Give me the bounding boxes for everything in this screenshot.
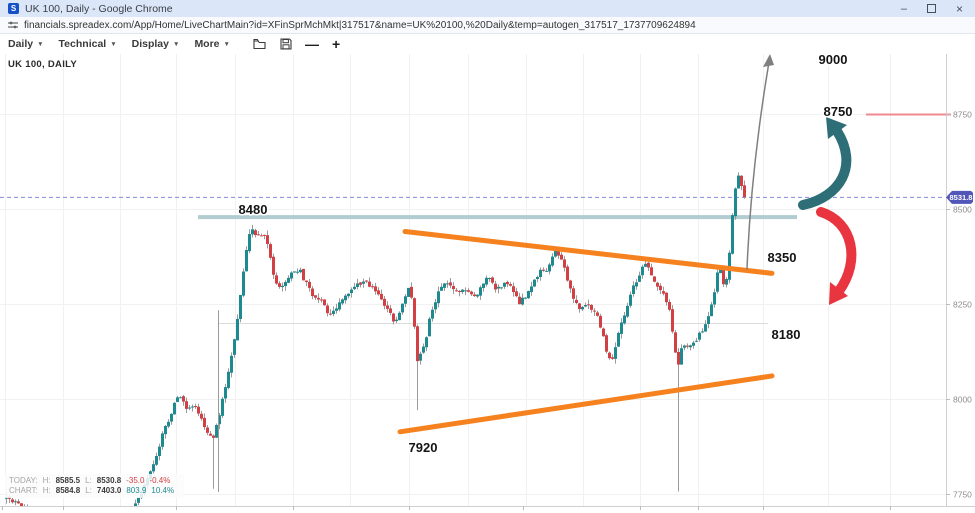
window-title: UK 100, Daily - Google Chrome	[25, 2, 173, 15]
zoom-in-icon[interactable]: +	[331, 36, 341, 52]
chevron-down-icon: ▼	[223, 40, 230, 48]
today-change: -35.0	[126, 476, 145, 485]
svg-text:8000: 8000	[953, 395, 972, 405]
chart-toolbar: Daily ▼ Technical ▼ Display ▼ More ▼ — +	[0, 34, 975, 54]
svg-text:8750: 8750	[953, 110, 972, 120]
axes: 87508500825080007750024FebAprJunAugOctDe…	[2, 110, 972, 513]
address-bar[interactable]: financials.spreadex.com/App/Home/LiveCha…	[0, 17, 975, 34]
trendline-upper-wedge	[402, 229, 775, 276]
menu-technical[interactable]: Technical ▼	[58, 38, 117, 50]
projection-arrow	[746, 54, 774, 270]
chart-percent: 10.4%	[151, 486, 175, 495]
price-chart-canvas[interactable]: 9000 8750 8480 8350 8180 7920 8750 8500 8250 8000…	[0, 54, 975, 513]
chart-title: UK 100, DAILY	[8, 59, 77, 70]
bull-curved-arrow	[798, 117, 852, 210]
chart-area: 9000 8750 8480 8350 8180 7920 8750 8500 8250 8000…	[0, 54, 975, 513]
price-label-7920: 7920	[409, 440, 438, 455]
bear-curved-arrow	[816, 207, 857, 305]
price-label-8180: 8180	[772, 327, 801, 342]
close-button[interactable]: ×	[955, 1, 963, 16]
chart-statistics: TODAY: H: 8585.5 L: 8530.8 -35.0 -0.4% CHART: H…	[5, 474, 185, 498]
chart-stats-row: CHART: H: 8584.8 L: 7403.0 803.9 10.4%	[9, 486, 175, 495]
restore-button[interactable]	[926, 4, 936, 13]
zoom-out-icon[interactable]: —	[304, 36, 319, 52]
today-percent: -0.4%	[149, 476, 171, 485]
trendline-lower-wedge	[397, 373, 775, 435]
menu-display[interactable]: Display ▼	[131, 38, 180, 50]
menu-more[interactable]: More ▼	[194, 38, 230, 50]
save-icon[interactable]	[280, 38, 292, 50]
minimize-button[interactable]: –	[900, 2, 907, 15]
chevron-down-icon: ▼	[37, 40, 44, 48]
price-label-9000: 9000	[819, 54, 848, 67]
spreadex-favicon: S	[8, 3, 19, 14]
svg-text:8500: 8500	[953, 205, 972, 215]
today-stats-row: TODAY: H: 8585.5 L: 8530.8 -35.0 -0.4%	[9, 476, 171, 485]
svg-text:8250: 8250	[953, 300, 972, 310]
breakout-line-8480	[198, 215, 797, 220]
candlesticks	[5, 172, 746, 506]
chevron-down-icon: ▼	[173, 40, 180, 48]
price-label-8480: 8480	[239, 202, 268, 217]
window-titlebar: S UK 100, Daily - Google Chrome – ×	[0, 0, 975, 17]
chart-change: 803.9	[126, 486, 147, 495]
chevron-down-icon: ▼	[110, 40, 117, 48]
price-label-8350: 8350	[768, 250, 797, 265]
url-text[interactable]: financials.spreadex.com/App/Home/LiveCha…	[24, 19, 696, 31]
menu-daily[interactable]: Daily ▼	[8, 38, 44, 50]
svg-text:8531.8: 8531.8	[950, 193, 973, 202]
gridlines	[0, 54, 946, 506]
open-folder-icon[interactable]	[253, 38, 267, 50]
svg-text:7750: 7750	[953, 490, 972, 500]
last-price-badge: 8531.8	[946, 190, 973, 204]
site-settings-icon[interactable]	[8, 20, 18, 30]
price-label-8750: 8750	[824, 104, 853, 119]
